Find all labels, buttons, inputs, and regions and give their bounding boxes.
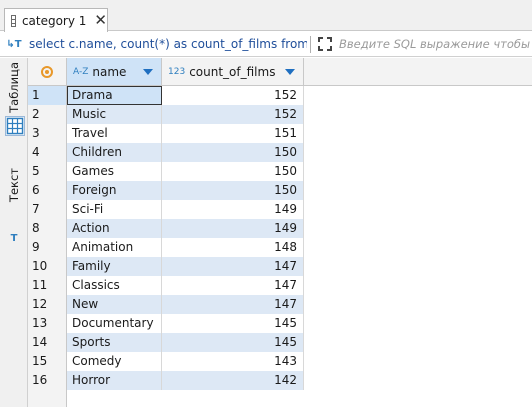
close-icon[interactable]: ✕ xyxy=(94,11,107,29)
record-icon xyxy=(41,65,53,78)
cell-count-of-films[interactable]: 147 xyxy=(162,276,304,295)
table-row[interactable]: 2 Music 152 xyxy=(28,105,532,124)
cell-count-of-films[interactable]: 150 xyxy=(162,143,304,162)
row-number[interactable]: 1 xyxy=(28,86,67,105)
table-row[interactable]: 11 Classics 147 xyxy=(28,276,532,295)
cell-count-of-films[interactable]: 143 xyxy=(162,352,304,371)
cell-count-of-films[interactable]: 145 xyxy=(162,314,304,333)
row-number[interactable]: 11 xyxy=(28,276,67,295)
cell-count-of-films[interactable]: 148 xyxy=(162,238,304,257)
filter-bar: ↳T select c.name, count(*) as count_of_f… xyxy=(0,32,532,57)
query-text[interactable]: select c.name, count(*) as count_of_film… xyxy=(29,37,307,51)
row-number[interactable]: 7 xyxy=(28,200,67,219)
table-row[interactable]: 6 Foreign 150 xyxy=(28,181,532,200)
sort-dropdown-icon[interactable] xyxy=(285,68,295,75)
cell-name[interactable]: Foreign xyxy=(67,181,162,200)
table-row[interactable]: 12 New 147 xyxy=(28,295,532,314)
cell-count-of-films[interactable]: 142 xyxy=(162,371,304,390)
cell-name[interactable]: Animation xyxy=(67,238,162,257)
cell-name[interactable]: Games xyxy=(67,162,162,181)
column-label: name xyxy=(92,64,127,79)
row-number[interactable]: 10 xyxy=(28,257,67,276)
cell-count-of-films[interactable]: 147 xyxy=(162,257,304,276)
tab-label: category 1 xyxy=(21,13,87,28)
cell-count-of-films[interactable]: 152 xyxy=(162,86,304,105)
row-number[interactable]: 4 xyxy=(28,143,67,162)
column-label: count_of_films xyxy=(189,64,276,79)
cell-count-of-films[interactable]: 149 xyxy=(162,200,304,219)
row-number[interactable]: 9 xyxy=(28,238,67,257)
cell-name[interactable]: Classics xyxy=(67,276,162,295)
table-row[interactable]: 4 Children 150 xyxy=(28,143,532,162)
row-number[interactable]: 14 xyxy=(28,333,67,352)
row-number[interactable]: 16 xyxy=(28,371,67,390)
cell-name[interactable]: Sports xyxy=(67,333,162,352)
cell-name[interactable]: Family xyxy=(67,257,162,276)
cell-count-of-films[interactable]: 152 xyxy=(162,105,304,124)
editor-tab-strip: category 1 ✕ xyxy=(0,0,532,32)
string-type-icon: A-Z xyxy=(73,66,89,77)
cell-name[interactable]: Action xyxy=(67,219,162,238)
view-switcher-panel: Таблица Текст T xyxy=(0,58,28,407)
table-row[interactable]: 8 Action 149 xyxy=(28,219,532,238)
table-row[interactable]: 15 Comedy 143 xyxy=(28,352,532,371)
table-row[interactable]: 5 Games 150 xyxy=(28,162,532,181)
table-row[interactable]: 16 Horror 142 xyxy=(28,371,532,390)
results-grid: A-Z name 123 count_of_films 1 Drama 152 2 Mu… xyxy=(28,58,532,407)
cell-count-of-films[interactable]: 149 xyxy=(162,219,304,238)
tab-text-view[interactable]: Текст xyxy=(4,140,24,230)
row-number[interactable]: 6 xyxy=(28,181,67,200)
cell-count-of-films[interactable]: 150 xyxy=(162,162,304,181)
table-row[interactable]: 14 Sports 145 xyxy=(28,333,532,352)
table-row[interactable]: 3 Travel 151 xyxy=(28,124,532,143)
row-number[interactable]: 2 xyxy=(28,105,67,124)
filter-input[interactable]: Введите SQL выражение чтобы отфил xyxy=(339,37,532,51)
cell-count-of-films[interactable]: 145 xyxy=(162,333,304,352)
cell-name[interactable]: Children xyxy=(67,143,162,162)
tab-table-view[interactable]: Таблица xyxy=(4,60,24,114)
table-row[interactable]: 1 Drama 152 xyxy=(28,86,532,105)
cell-count-of-films[interactable]: 151 xyxy=(162,124,304,143)
cell-name[interactable]: Horror xyxy=(67,371,162,390)
cell-name[interactable]: Travel xyxy=(67,124,162,143)
row-number[interactable]: 12 xyxy=(28,295,67,314)
cell-name[interactable]: Music xyxy=(67,105,162,124)
table-row[interactable]: 9 Animation 148 xyxy=(28,238,532,257)
cell-name[interactable]: Comedy xyxy=(67,352,162,371)
table-view-label: Таблица xyxy=(7,61,21,113)
row-number-gutter xyxy=(28,390,67,407)
header-filler xyxy=(304,58,532,86)
sort-dropdown-icon[interactable] xyxy=(143,68,153,75)
row-number[interactable]: 5 xyxy=(28,162,67,181)
expand-icon[interactable] xyxy=(317,36,333,52)
row-number[interactable]: 13 xyxy=(28,314,67,333)
grid-body: 1 Drama 152 2 Music 152 3 Travel 151 4 Children 150… xyxy=(28,86,532,390)
cell-count-of-films[interactable]: 147 xyxy=(162,295,304,314)
row-number[interactable]: 8 xyxy=(28,219,67,238)
column-header-name[interactable]: A-Z name xyxy=(67,58,162,86)
sql-filter-icon[interactable]: ↳T xyxy=(6,38,22,50)
number-type-icon: 123 xyxy=(168,66,186,77)
grid-view-button[interactable] xyxy=(5,116,25,136)
row-number-header[interactable] xyxy=(28,58,67,86)
cell-name[interactable]: Sci-Fi xyxy=(67,200,162,219)
column-header-count-of-films[interactable]: 123 count_of_films xyxy=(162,58,304,86)
row-number[interactable]: 3 xyxy=(28,124,67,143)
text-view-label: Текст xyxy=(7,167,21,203)
table-row[interactable]: 7 Sci-Fi 149 xyxy=(28,200,532,219)
cell-count-of-films[interactable]: 150 xyxy=(162,181,304,200)
cell-name[interactable]: Drama xyxy=(67,86,162,105)
grid-icon xyxy=(6,117,24,135)
cell-name[interactable]: New xyxy=(67,295,162,314)
text-format-icon: T xyxy=(10,233,18,244)
tab-category-1[interactable]: category 1 ✕ xyxy=(4,8,108,32)
table-row[interactable]: 13 Documentary 145 xyxy=(28,314,532,333)
table-row[interactable]: 10 Family 147 xyxy=(28,257,532,276)
divider xyxy=(310,35,311,53)
table-icon xyxy=(11,14,16,27)
cell-name[interactable]: Documentary xyxy=(67,314,162,333)
row-number[interactable]: 15 xyxy=(28,352,67,371)
